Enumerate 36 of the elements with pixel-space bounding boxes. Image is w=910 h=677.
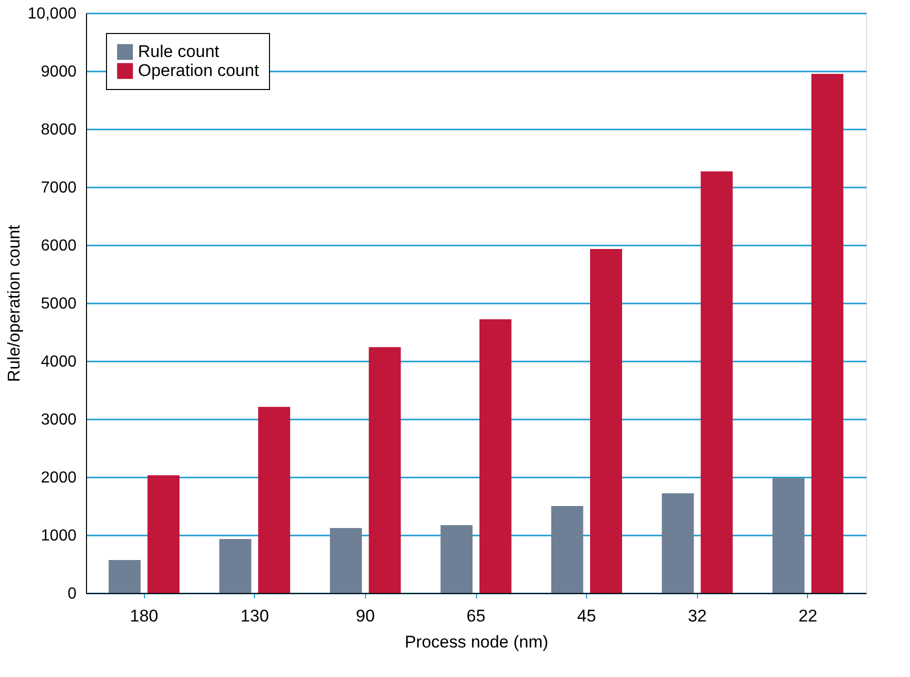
legend-label: Operation count bbox=[138, 61, 260, 80]
x-tick-label: 90 bbox=[356, 606, 375, 626]
bar bbox=[148, 475, 180, 593]
x-tick-label: 130 bbox=[240, 606, 269, 626]
y-tick-label: 9000 bbox=[40, 64, 77, 80]
y-tick-label: 7000 bbox=[40, 180, 77, 196]
y-axis-title: Rule/operation count bbox=[4, 224, 24, 382]
bar bbox=[772, 478, 804, 593]
bar bbox=[440, 525, 473, 593]
bar bbox=[258, 406, 290, 593]
bar bbox=[551, 506, 584, 593]
y-tick-label: 8000 bbox=[40, 122, 77, 138]
bar bbox=[219, 539, 252, 593]
bar bbox=[108, 560, 141, 593]
y-tick-label: 1000 bbox=[40, 528, 77, 544]
y-tick-label: 6000 bbox=[40, 238, 77, 254]
bar bbox=[479, 319, 512, 593]
y-tick-label: 10,000 bbox=[28, 6, 77, 22]
bar bbox=[811, 74, 844, 593]
bar bbox=[590, 249, 622, 593]
y-tick-label: 3000 bbox=[40, 412, 77, 428]
bar bbox=[700, 171, 733, 593]
y-tick-label: 2000 bbox=[40, 470, 77, 486]
x-tick-label: 45 bbox=[577, 606, 596, 626]
bar bbox=[662, 493, 694, 593]
legend-label: Rule count bbox=[138, 42, 220, 61]
x-tick-label: 32 bbox=[688, 606, 707, 626]
x-tick-label: 65 bbox=[466, 606, 486, 626]
x-tick-label: 22 bbox=[798, 606, 818, 626]
y-tick-label: 0 bbox=[68, 586, 77, 602]
bar bbox=[330, 528, 362, 593]
x-axis-title: Process node (nm) bbox=[404, 632, 548, 652]
x-tick-label: 180 bbox=[130, 606, 158, 626]
y-tick-label: 4000 bbox=[40, 354, 77, 370]
bar bbox=[368, 347, 401, 593]
y-tick-label: 5000 bbox=[40, 296, 77, 312]
